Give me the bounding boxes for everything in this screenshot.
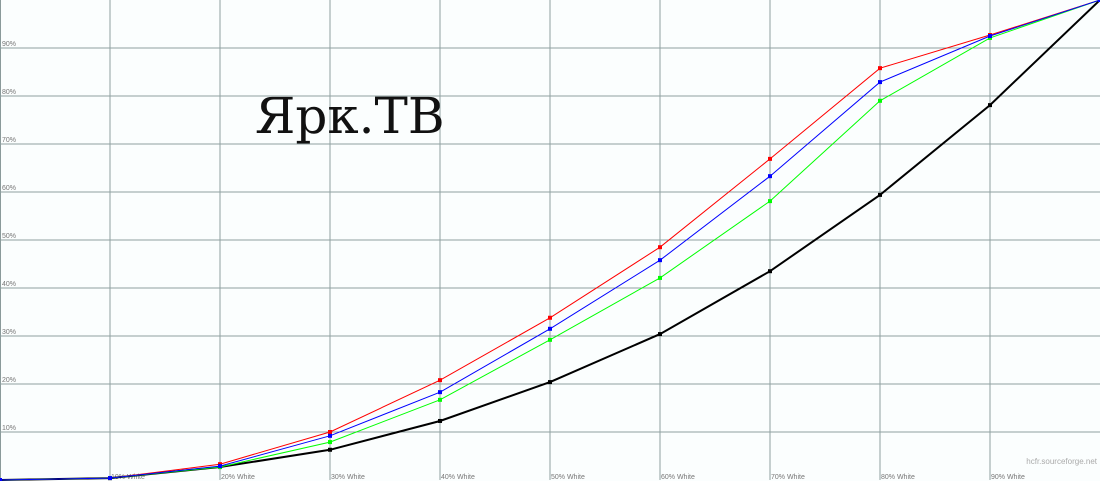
data-point bbox=[658, 332, 662, 337]
data-point bbox=[328, 433, 332, 438]
x-tick-label: 60% White bbox=[661, 474, 695, 481]
y-tick-label: 20% bbox=[2, 377, 16, 384]
x-tick-label: 40% White bbox=[441, 474, 475, 481]
y-tick-label: 50% bbox=[2, 233, 16, 240]
y-tick-label: 40% bbox=[2, 281, 16, 288]
data-point bbox=[768, 156, 772, 161]
data-point bbox=[658, 258, 662, 263]
x-tick-label: 70% White bbox=[771, 474, 805, 481]
data-point bbox=[108, 476, 112, 481]
tick-labels: 10% 10% White 20% 20% White 30% 30% White 40% 4… bbox=[2, 41, 1025, 481]
data-point bbox=[548, 337, 552, 342]
y-tick-label: 30% bbox=[2, 329, 16, 336]
data-point bbox=[0, 478, 2, 481]
data-point bbox=[328, 430, 332, 434]
y-tick-label: 70% bbox=[2, 137, 16, 144]
data-point bbox=[768, 174, 772, 179]
y-tick-label: 60% bbox=[2, 185, 16, 192]
data-point bbox=[1098, 0, 1100, 2]
data-point bbox=[548, 326, 552, 331]
x-tick-label: 30% White bbox=[331, 474, 365, 481]
x-tick-label: 80% White bbox=[881, 474, 915, 481]
y-tick-label: 10% bbox=[2, 425, 16, 432]
data-point bbox=[218, 464, 222, 469]
watermark: hcfr.sourceforge.net bbox=[1026, 457, 1097, 466]
data-point bbox=[878, 66, 882, 71]
x-tick-label: 20% White bbox=[221, 474, 255, 481]
data-point bbox=[988, 103, 992, 108]
x-tick-label: 50% White bbox=[551, 474, 585, 481]
data-point bbox=[878, 80, 882, 85]
data-point bbox=[438, 378, 442, 383]
data-point bbox=[988, 34, 992, 38]
data-point bbox=[878, 192, 882, 197]
data-point bbox=[658, 275, 662, 280]
data-point bbox=[328, 447, 332, 452]
y-tick-label: 80% bbox=[2, 89, 16, 96]
chart-title: Ярк.ТВ bbox=[255, 87, 445, 145]
data-point bbox=[328, 440, 332, 445]
data-point bbox=[438, 397, 442, 402]
x-tick-label: 90% White bbox=[991, 474, 1025, 481]
y-tick-label: 90% bbox=[2, 41, 16, 48]
data-point bbox=[768, 269, 772, 274]
data-point bbox=[768, 199, 772, 204]
data-point bbox=[438, 390, 442, 395]
data-point bbox=[438, 418, 442, 423]
data-point bbox=[548, 380, 552, 385]
data-point bbox=[548, 315, 552, 320]
x-tick-label: 10% White bbox=[111, 474, 145, 481]
data-point bbox=[658, 245, 662, 250]
data-point bbox=[878, 98, 882, 103]
